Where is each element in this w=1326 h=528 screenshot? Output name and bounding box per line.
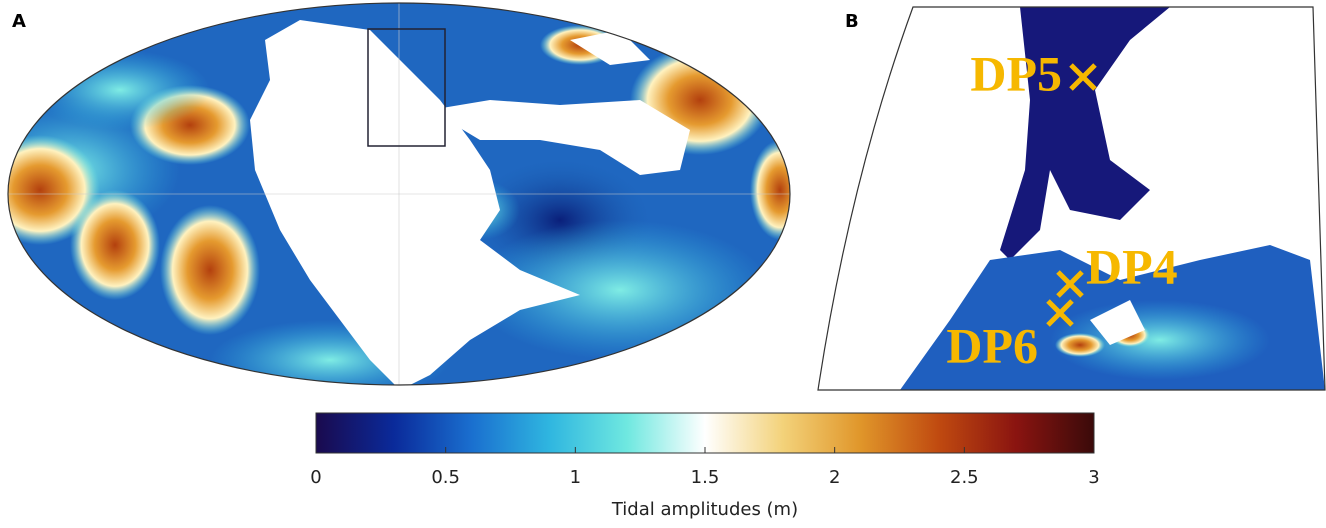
colorbar-label: Tidal amplitudes (m) (611, 499, 798, 520)
site-marker (1046, 299, 1074, 327)
panel-label: A (12, 11, 26, 32)
site-marker (1069, 63, 1097, 91)
tick-label: 0 (310, 467, 321, 488)
tick-label: 3 (1088, 467, 1099, 488)
site-label: DP4 (1086, 238, 1178, 294)
tick-label: 2 (829, 467, 840, 488)
site-label: DP6 (946, 317, 1038, 373)
tick-label: 2.5 (950, 467, 979, 488)
site-markers (1046, 63, 1097, 327)
colorbar (315, 412, 1095, 454)
panel-label: B (845, 11, 859, 32)
tick-label: 0.5 (431, 467, 460, 488)
regional-map (818, 7, 1325, 390)
site-label: DP5 (970, 45, 1062, 101)
site-marker (1056, 270, 1084, 298)
tick-label: 1 (570, 467, 581, 488)
tick-label: 1.5 (691, 467, 720, 488)
